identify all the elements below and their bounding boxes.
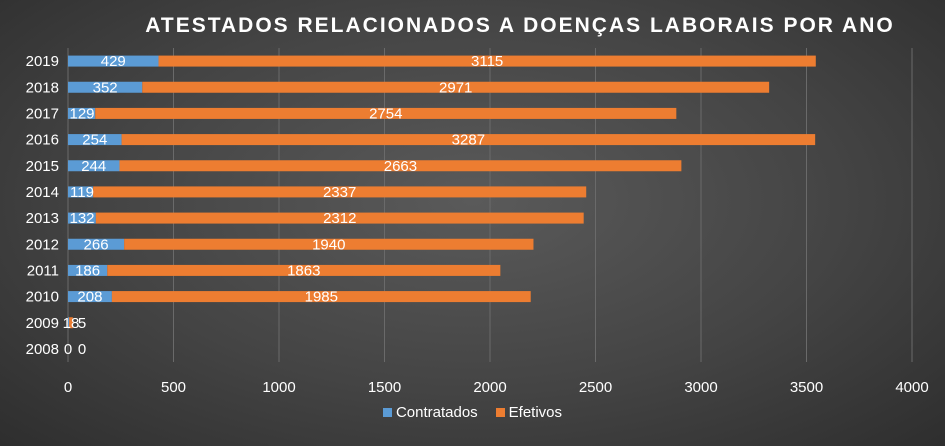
- x-tick-label-0: 0: [64, 379, 72, 396]
- data-label-contratados-2012: 266: [84, 236, 109, 253]
- bar-contratados-2014: [68, 186, 94, 198]
- legend-swatch-efetivos: [495, 408, 505, 417]
- y-tick-label-2009: 2009: [26, 315, 59, 332]
- bar-contratados-2011: [68, 264, 108, 276]
- data-label-efetivos-2016: 3287: [452, 132, 485, 149]
- data-label-efetivos-2015: 2663: [384, 158, 417, 175]
- y-tick-label-2012: 2012: [26, 236, 59, 253]
- bar-efetivos-2009: [69, 317, 73, 329]
- bar-efetivos-2017: [95, 107, 677, 119]
- bar-contratados-2018: [68, 81, 143, 93]
- legend-item-contratados: Contratados: [382, 404, 478, 421]
- legend-label-efetivos: Efetivos: [508, 404, 563, 421]
- y-tick-label-2017: 2017: [26, 105, 59, 122]
- bar-contratados-2019: [68, 55, 159, 67]
- bar-contratados-2013: [68, 212, 96, 224]
- data-label-contratados-2016: 254: [82, 132, 107, 149]
- data-label-efetivos-2011: 1863: [287, 262, 320, 279]
- data-label-efetivos-2018: 2971: [439, 79, 472, 96]
- bar-efetivos-2019: [158, 55, 816, 67]
- bar-contratados-2016: [68, 134, 122, 146]
- bar-efetivos-2015: [119, 160, 682, 172]
- data-label-contratados-2013: 132: [69, 210, 94, 227]
- chart-title: ATESTADOS RELACIONADOS A DOENÇAS LABORAI…: [145, 14, 895, 37]
- data-label-efetivos-2017: 2754: [369, 105, 402, 122]
- data-label-contratados-2015: 244: [81, 158, 106, 175]
- data-label-contratados-2018: 352: [93, 79, 118, 96]
- y-tick-label-2018: 2018: [26, 79, 59, 96]
- y-tick-label-2011: 2011: [27, 262, 59, 279]
- x-tick-label-3000: 3000: [684, 379, 717, 396]
- y-tick-label-2016: 2016: [26, 132, 59, 149]
- bar-contratados-2012: [68, 238, 125, 250]
- data-label-efetivos-2008: 0: [64, 341, 72, 358]
- x-tick-label-3500: 3500: [790, 379, 823, 396]
- bar-contratados-2009: [68, 317, 70, 329]
- data-label-contratados-2019: 429: [101, 53, 126, 70]
- data-label-efetivos-2014: 2337: [323, 184, 356, 201]
- x-tick-label-1000: 1000: [262, 379, 295, 396]
- data-label-efetivos-2019: 3115: [471, 53, 503, 70]
- bar-efetivos-2013: [95, 212, 584, 224]
- data-label-contratados-2017: 129: [69, 105, 94, 122]
- bar-efetivos-2010: [111, 291, 531, 303]
- bar-efetivos-2012: [124, 238, 534, 250]
- data-label-contratados-2009: 5: [78, 315, 86, 332]
- legend-swatch-contratados: [382, 408, 392, 417]
- bar-efetivos-2011: [107, 264, 501, 276]
- y-tick-label-2013: 2013: [26, 210, 59, 227]
- x-tick-label-2500: 2500: [579, 379, 612, 396]
- x-tick-label-4000: 4000: [895, 379, 928, 396]
- data-label-contratados-2011: 186: [75, 262, 100, 279]
- data-label-efetivos-2013: 2312: [323, 210, 356, 227]
- y-tick-label-2019: 2019: [26, 53, 59, 70]
- y-tick-label-2010: 2010: [26, 289, 59, 306]
- y-tick-label-2014: 2014: [26, 184, 59, 201]
- y-tick-label-2008: 2008: [26, 341, 59, 358]
- legend-item-efetivos: Efetivos: [495, 404, 563, 421]
- legend-label-contratados: Contratados: [395, 404, 478, 421]
- data-label-contratados-2008: 0: [78, 341, 86, 358]
- bar-contratados-2015: [68, 160, 120, 172]
- bar-efetivos-2018: [142, 81, 770, 93]
- data-label-contratados-2014: 119: [70, 184, 94, 201]
- y-tick-label-2015: 2015: [26, 158, 59, 175]
- bar-efetivos-2014: [93, 186, 587, 198]
- x-tick-label-1500: 1500: [368, 379, 401, 396]
- x-tick-label-2000: 2000: [473, 379, 506, 396]
- x-tick-label-500: 500: [161, 379, 186, 396]
- data-label-efetivos-2010: 1985: [305, 289, 338, 306]
- data-label-efetivos-2012: 1940: [312, 236, 345, 253]
- bar-contratados-2017: [68, 107, 96, 119]
- data-label-contratados-2010: 208: [77, 289, 102, 306]
- legend: Contratados Efetivos: [0, 404, 945, 421]
- data-label-efetivos-2009: 18: [63, 315, 80, 332]
- bar-contratados-2010: [68, 291, 112, 303]
- bar-efetivos-2016: [121, 134, 816, 146]
